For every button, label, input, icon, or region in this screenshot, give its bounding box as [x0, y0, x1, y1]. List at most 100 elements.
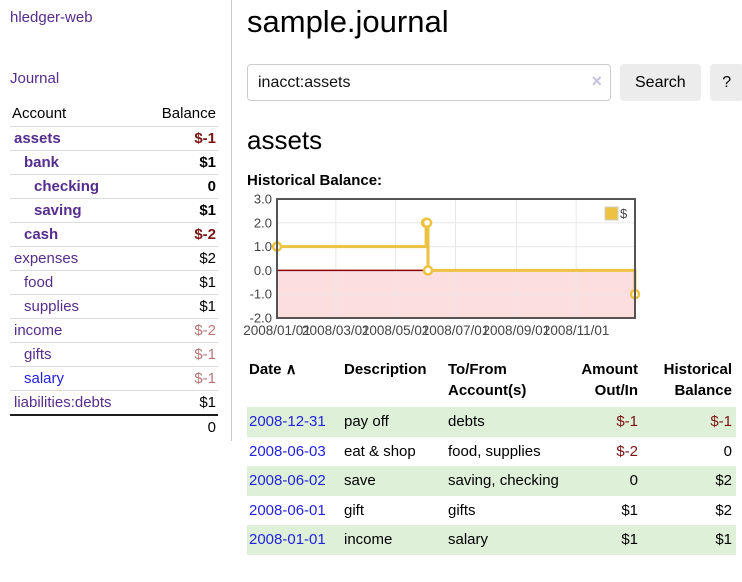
sidebar-item-journal[interactable]: Journal — [10, 70, 60, 87]
transaction-row: 2008-06-03 eat & shop food, supplies $-2 0 — [247, 437, 736, 467]
transaction-description: pay off — [344, 413, 389, 430]
y-axis-tick-label: -2.0 — [250, 311, 272, 326]
transaction-date-cell: 2008-06-03 — [247, 437, 344, 467]
register-column-header[interactable]: Amount Out/In — [581, 361, 638, 399]
x-axis-tick-label: 2008/03/01 — [302, 323, 370, 338]
y-axis-tick-label: 3.0 — [254, 192, 272, 207]
x-axis-tick-label: 2008/01/01 — [243, 323, 311, 338]
gridlines — [277, 199, 635, 318]
account-balance: $-1 — [194, 370, 216, 387]
account-name-cell: saving — [10, 199, 143, 223]
x-axis-tick-label: 2008/07/01 — [422, 323, 490, 338]
account-balance: $1 — [199, 154, 216, 171]
account-balance: $-2 — [194, 226, 216, 243]
transaction-date-cell: 2008-12-31 — [247, 407, 344, 437]
transaction-balance: $2 — [715, 501, 732, 519]
data-point — [422, 265, 434, 276]
data-point — [421, 217, 433, 229]
transaction-amount: $1 — [621, 531, 638, 548]
transaction-date-link[interactable]: 2008-12-31 — [249, 413, 326, 430]
account-balance: $1 — [199, 298, 216, 315]
chart-legend: $ — [604, 206, 628, 221]
transaction-amount: $-1 — [616, 413, 638, 430]
account-link[interactable]: gifts — [24, 346, 52, 363]
balance-column-header: Balance — [161, 105, 216, 122]
legend-label: $ — [620, 206, 628, 221]
accounts-total-row: 0 — [10, 415, 218, 439]
account-heading: assets — [247, 125, 323, 155]
account-name-cell: gifts — [10, 343, 143, 367]
sidebar: hledger-web Journal Account Balance asse… — [0, 0, 232, 441]
clear-search-icon[interactable]: × — [591, 71, 602, 91]
search-form: × Search ? — [247, 64, 742, 101]
help-button[interactable]: ? — [709, 64, 742, 101]
transaction-balance: 0 — [723, 442, 732, 460]
search-input[interactable] — [247, 64, 611, 101]
transaction-row: 2008-01-01 income salary $1 $1 — [247, 525, 736, 555]
account-name-cell: food — [10, 271, 143, 295]
account-name-cell: assets — [10, 127, 143, 151]
account-link[interactable]: cash — [24, 226, 59, 243]
account-link[interactable]: income — [14, 322, 63, 339]
transaction-description: income — [344, 531, 393, 548]
account-row: expenses $2 — [10, 246, 218, 271]
account-name-cell: income — [10, 319, 143, 343]
transaction-date-link[interactable]: 2008-06-01 — [249, 501, 326, 519]
account-balance: $2 — [199, 250, 216, 267]
accounts-balance-table: Account Balance assets $-1 bank $1 checking 0… — [10, 102, 218, 439]
account-link[interactable]: liabilities:debts — [14, 394, 112, 411]
transaction-amount: 0 — [629, 472, 638, 489]
accounts-header-row: Account Balance — [10, 102, 218, 127]
account-link[interactable]: expenses — [14, 250, 79, 267]
accounts-total-balance: 0 — [207, 419, 216, 436]
register-table: Date ∧ Description To/From Account(s) Amoun… — [247, 357, 736, 555]
account-link[interactable]: assets — [14, 130, 61, 147]
transaction-accounts: debts — [448, 413, 485, 430]
account-row: food $1 — [10, 270, 218, 295]
transaction-balance: $-1 — [710, 413, 732, 430]
account-link[interactable]: bank — [24, 154, 60, 171]
transaction-date-link[interactable]: 2008-06-03 — [249, 442, 326, 460]
app-title-link[interactable]: hledger-web — [10, 9, 93, 26]
page-title: sample.journal — [247, 4, 449, 39]
historical-balance-chart: $3.0 2.0 1.0 0.0 -1.0 -2.0 2008/01/01 2008/03/0… — [243, 192, 742, 343]
chart-svg: $3.0 2.0 1.0 0.0 -1.0 -2.02008/01/012008/03/0… — [243, 192, 641, 338]
account-row: saving $1 — [10, 198, 218, 223]
search-button[interactable]: Search — [620, 64, 701, 101]
account-link[interactable]: supplies — [24, 298, 80, 315]
transaction-row: 2008-06-02 save saving, checking 0 $2 — [247, 466, 736, 496]
transaction-date-link[interactable]: 2008-06-02 — [249, 472, 326, 489]
transaction-date-cell: 2008-01-01 — [247, 525, 344, 555]
transaction-description: gift — [344, 501, 365, 519]
account-link[interactable]: food — [24, 274, 54, 291]
transaction-date-cell: 2008-06-02 — [247, 466, 344, 496]
account-balance: $1 — [199, 274, 216, 291]
transaction-row: 2008-12-31 pay off debts $-1 $-1 — [247, 407, 736, 437]
x-axis-tick-label: 2008/09/01 — [483, 323, 551, 338]
account-name-cell: checking — [10, 175, 143, 199]
register-column-header[interactable]: Historical Balance — [663, 361, 732, 399]
transaction-accounts: gifts — [448, 501, 476, 519]
register-column-header[interactable]: Description — [344, 361, 427, 378]
account-link[interactable]: saving — [34, 202, 82, 219]
account-link[interactable]: checking — [34, 178, 100, 195]
chart-title: Historical Balance: — [247, 172, 383, 189]
transaction-date-cell: 2008-06-01 — [247, 496, 344, 526]
page-layout: hledger-web Journal Account Balance asse… — [0, 0, 742, 555]
account-name-cell: expenses — [10, 247, 143, 271]
account-balance: $1 — [199, 394, 216, 411]
y-axis-tick-label: 1.0 — [254, 239, 272, 254]
transaction-accounts: saving, checking — [448, 472, 559, 489]
account-row: checking 0 — [10, 174, 218, 199]
account-row: liabilities:debts $1 — [10, 390, 218, 416]
transaction-description: eat & shop — [344, 442, 416, 460]
account-name-cell: bank — [10, 151, 143, 175]
account-row: supplies $1 — [10, 294, 218, 319]
account-link[interactable]: salary — [24, 370, 65, 387]
account-balance: $1 — [199, 202, 216, 219]
register-column-header[interactable]: To/From Account(s) — [448, 361, 527, 399]
register-column-header[interactable]: Date ∧ — [249, 361, 297, 378]
account-name-cell: liabilities:debts — [10, 391, 143, 416]
transaction-date-link[interactable]: 2008-01-01 — [249, 531, 326, 548]
account-row: assets $-1 — [10, 126, 218, 151]
